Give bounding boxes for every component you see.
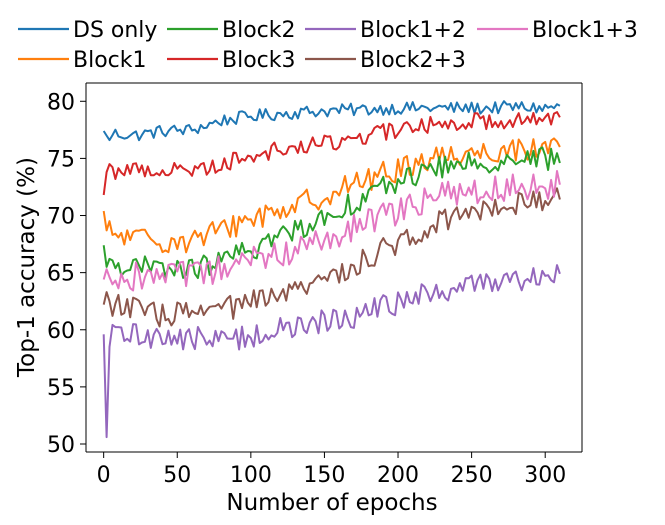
y-tick-label: 60 [47, 319, 75, 344]
x-tick-label: 150 [303, 463, 345, 488]
plot-area [85, 82, 583, 453]
legend: DS only Block1 Block2 Block3 Block1+2 Block2+… [18, 18, 638, 73]
legend-label: Block1 [73, 48, 147, 73]
series-line-block1 [102, 137, 561, 254]
x-tick-label: 0 [97, 463, 111, 488]
legend-label: Block1+3 [532, 18, 638, 43]
x-tick-label: 50 [163, 463, 191, 488]
legend-label: Block1+2 [360, 18, 466, 43]
y-axis-ticks: 50 55 60 65 70 75 80 [47, 90, 86, 458]
x-tick-label: 300 [524, 463, 566, 488]
y-tick-label: 80 [47, 90, 75, 115]
x-tick-label: 100 [230, 463, 272, 488]
y-tick-label: 50 [47, 433, 75, 458]
legend-label: Block3 [222, 48, 296, 73]
x-axis-title: Number of epochs [226, 490, 437, 516]
x-tick-label: 250 [451, 463, 493, 488]
legend-label: Block2+3 [360, 48, 466, 73]
x-axis-ticks: 0 50 100 150 200 250 300 [97, 452, 566, 488]
y-axis-title: Top-1 accuracy (%) [14, 157, 40, 378]
series-line-block3 [102, 111, 561, 196]
series-line-block1-3 [102, 170, 561, 292]
y-tick-label: 65 [47, 262, 75, 287]
legend-label: Block2 [222, 18, 296, 43]
y-tick-label: 70 [47, 205, 75, 230]
x-tick-label: 200 [377, 463, 419, 488]
y-tick-label: 75 [47, 147, 75, 172]
series-line-ds-only [102, 100, 561, 142]
series-line-block2-3 [102, 187, 561, 328]
legend-label: DS only [73, 18, 157, 43]
y-tick-label: 55 [47, 376, 75, 401]
series-line-block1-2 [102, 264, 561, 439]
series-lines [102, 100, 561, 439]
